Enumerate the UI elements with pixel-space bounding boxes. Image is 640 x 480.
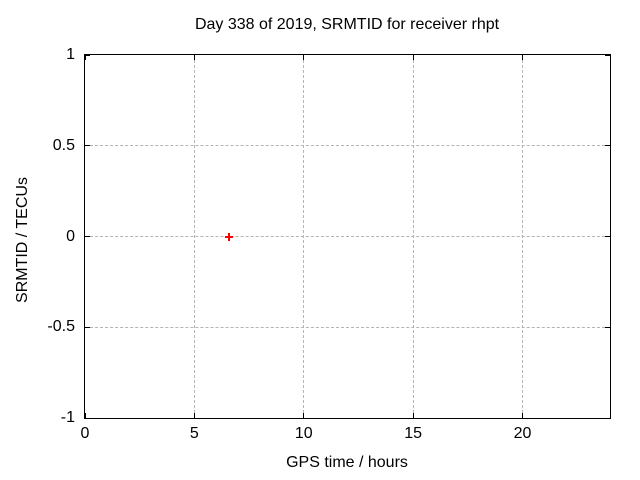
y-tick-mark-right xyxy=(605,145,610,147)
chart-title: Day 338 of 2019, SRMTID for receiver rhp… xyxy=(194,16,500,33)
y-tick-mark-left xyxy=(85,236,90,237)
y-tick-mark-left xyxy=(85,326,90,328)
x-tick-label: 10 xyxy=(294,425,313,442)
x-tick-mark-bottom xyxy=(193,413,195,418)
x-tick-mark-top xyxy=(522,55,523,60)
x-tick-mark-bottom xyxy=(303,413,305,418)
y-gridline xyxy=(85,145,610,147)
x-tick-mark-top xyxy=(303,55,305,60)
y-tick-label: 0 xyxy=(66,227,75,245)
y-tick-mark-right xyxy=(605,417,610,419)
x-tick-mark-top xyxy=(84,55,86,60)
data-point-marker xyxy=(228,232,231,241)
x-tick-label: 20 xyxy=(513,425,532,442)
x-axis-label: GPS time / hours xyxy=(286,454,408,471)
x-tick-label: 0 xyxy=(80,425,90,442)
plot-area xyxy=(84,54,611,419)
y-tick-mark-right xyxy=(605,236,610,237)
x-tick-mark-top xyxy=(193,55,195,60)
y-tick-label: 1 xyxy=(66,46,75,63)
x-tick-label: 5 xyxy=(189,425,199,442)
y-tick-label: -1 xyxy=(60,409,75,426)
x-tick-mark-bottom xyxy=(522,413,523,418)
y-tick-mark-right xyxy=(605,54,610,56)
y-tick-mark-left xyxy=(85,145,90,147)
x-tick-mark-top xyxy=(412,55,414,60)
y-tick-label: -0.5 xyxy=(47,318,75,336)
x-tick-mark-bottom xyxy=(412,413,414,418)
y-gridline xyxy=(85,236,610,237)
y-tick-mark-left xyxy=(85,54,90,56)
y-tick-mark-left xyxy=(85,417,90,419)
y-tick-mark-right xyxy=(605,326,610,328)
x-tick-mark-bottom xyxy=(84,413,86,418)
y-gridline xyxy=(85,326,610,328)
y-tick-label: 0.5 xyxy=(52,136,75,154)
x-tick-label: 15 xyxy=(404,425,423,442)
